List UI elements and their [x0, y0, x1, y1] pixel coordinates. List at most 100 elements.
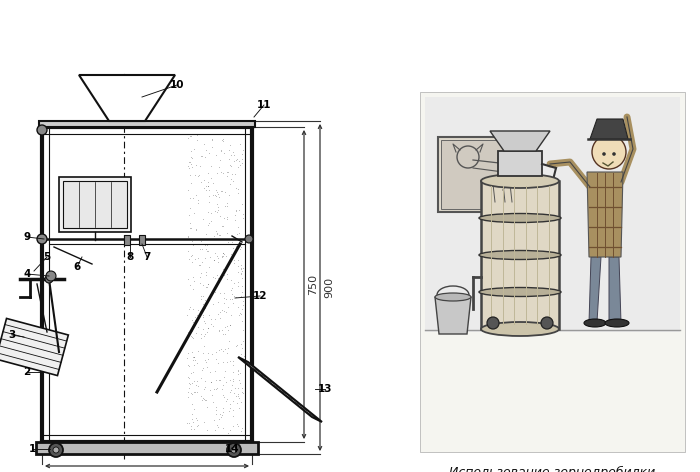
Point — [193, 171, 204, 179]
Circle shape — [37, 234, 47, 244]
Point — [212, 359, 223, 367]
Point — [228, 256, 239, 263]
Point — [190, 356, 201, 363]
Point — [237, 301, 248, 309]
Point — [225, 376, 236, 383]
Point — [207, 398, 218, 406]
Point — [217, 222, 228, 229]
Point — [237, 282, 248, 289]
Point — [227, 362, 238, 369]
Point — [225, 386, 237, 394]
Point — [237, 159, 248, 167]
Point — [199, 357, 211, 364]
Point — [222, 172, 233, 180]
Circle shape — [541, 317, 553, 329]
Point — [210, 186, 221, 194]
Point — [228, 244, 239, 252]
Point — [218, 249, 229, 256]
Point — [203, 355, 214, 362]
Point — [197, 395, 209, 402]
Point — [206, 392, 218, 399]
Ellipse shape — [435, 293, 471, 301]
Point — [199, 332, 210, 340]
Point — [238, 326, 249, 334]
Point — [198, 395, 209, 403]
Point — [219, 264, 230, 271]
Point — [186, 389, 197, 397]
Point — [224, 142, 235, 149]
Polygon shape — [590, 119, 628, 139]
Text: 12: 12 — [253, 291, 267, 301]
Point — [223, 344, 234, 352]
Text: 10: 10 — [169, 80, 184, 90]
Point — [199, 254, 211, 261]
Point — [184, 224, 195, 232]
Point — [209, 316, 220, 323]
Point — [192, 422, 203, 430]
Point — [187, 334, 198, 341]
Point — [235, 265, 246, 273]
Point — [184, 194, 195, 202]
Point — [187, 194, 198, 202]
Point — [223, 303, 234, 311]
Point — [184, 281, 195, 289]
Point — [183, 349, 194, 357]
Point — [202, 350, 214, 357]
Point — [204, 253, 216, 261]
Point — [188, 368, 199, 376]
Point — [186, 154, 197, 162]
Point — [187, 333, 198, 341]
Point — [188, 361, 199, 369]
Bar — [63, 181, 127, 228]
Point — [238, 352, 249, 359]
Point — [207, 300, 218, 307]
Point — [213, 423, 224, 431]
Point — [192, 382, 203, 390]
Point — [211, 404, 222, 411]
Point — [232, 420, 243, 428]
Point — [218, 405, 229, 412]
Point — [200, 358, 211, 366]
Point — [182, 388, 193, 396]
Point — [215, 345, 226, 353]
Point — [201, 396, 212, 404]
Point — [197, 281, 209, 289]
Point — [211, 231, 223, 238]
Point — [237, 389, 248, 397]
Point — [183, 393, 194, 401]
Ellipse shape — [481, 174, 559, 188]
Point — [223, 191, 235, 199]
Point — [215, 156, 226, 163]
Point — [232, 189, 244, 197]
Text: 2: 2 — [23, 367, 31, 377]
Point — [220, 346, 231, 353]
Point — [211, 169, 223, 177]
Point — [195, 178, 206, 186]
Point — [237, 424, 248, 432]
Point — [216, 253, 228, 260]
Point — [190, 227, 202, 234]
Point — [233, 157, 244, 164]
Point — [236, 244, 247, 251]
Point — [225, 405, 236, 412]
Point — [183, 373, 194, 380]
Polygon shape — [589, 257, 601, 323]
Point — [229, 152, 240, 159]
Point — [191, 377, 202, 385]
Point — [237, 146, 248, 154]
Point — [194, 307, 205, 315]
Point — [236, 270, 247, 278]
Point — [204, 198, 215, 206]
Point — [213, 346, 224, 354]
Point — [191, 388, 202, 396]
Point — [235, 398, 246, 406]
Point — [218, 289, 230, 297]
Point — [228, 377, 239, 384]
Point — [204, 149, 215, 157]
Point — [202, 403, 213, 410]
Point — [220, 202, 231, 210]
Point — [192, 359, 203, 367]
Point — [186, 253, 197, 260]
Point — [230, 293, 241, 301]
Point — [222, 213, 233, 221]
